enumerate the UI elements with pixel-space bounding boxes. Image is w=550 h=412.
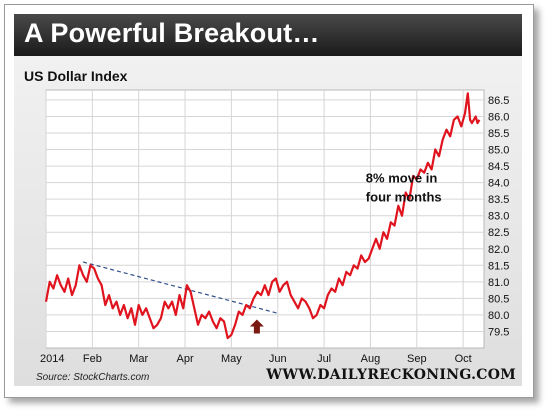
website-credit: WWW.DAILYRECKONING.COM	[266, 367, 516, 383]
y-tick-label: 80.5	[488, 293, 509, 305]
x-tick-label: Oct	[455, 353, 472, 365]
y-tick-label: 84.0	[488, 178, 509, 190]
y-tick-label: 82.5	[488, 227, 509, 239]
y-tick-label: 83.5	[488, 194, 509, 206]
x-tick-label: Feb	[83, 353, 102, 365]
plot-area	[45, 89, 485, 349]
x-tick-label: Jul	[317, 353, 331, 365]
x-tick-label: Aug	[361, 353, 381, 365]
y-tick-label: 83.0	[488, 211, 509, 223]
chart-annotation: 8% move in	[366, 171, 438, 186]
x-tick-label: Jun	[269, 353, 287, 365]
x-tick-label: Apr	[176, 353, 193, 365]
trendline	[82, 261, 278, 314]
x-tick-label: 2014	[40, 353, 64, 365]
dollar-index-line	[44, 92, 481, 340]
page-title: A Powerful Breakout…	[24, 18, 320, 48]
chart-subtitle: US Dollar Index	[24, 68, 128, 84]
up-arrow-icon	[249, 319, 264, 334]
y-tick-label: 85.5	[488, 128, 509, 140]
title-bar: A Powerful Breakout…	[14, 14, 522, 56]
x-tick-label: May	[221, 353, 242, 365]
y-tick-label: 82.0	[488, 244, 509, 256]
y-tick-label: 86.0	[488, 111, 509, 123]
y-tick-label: 85.0	[488, 145, 509, 157]
y-tick-label: 79.5	[488, 326, 509, 338]
y-tick-label: 81.5	[488, 260, 509, 272]
y-tick-label: 84.5	[488, 161, 509, 173]
y-tick-label: 81.0	[488, 277, 509, 289]
chart-annotation: four months	[366, 190, 442, 205]
x-tick-label: Sep	[407, 353, 427, 365]
x-tick-label: Mar	[129, 353, 148, 365]
y-tick-label: 80.0	[488, 310, 509, 322]
source-note: Source: StockCharts.com	[36, 372, 150, 383]
y-tick-label: 86.5	[488, 95, 509, 107]
